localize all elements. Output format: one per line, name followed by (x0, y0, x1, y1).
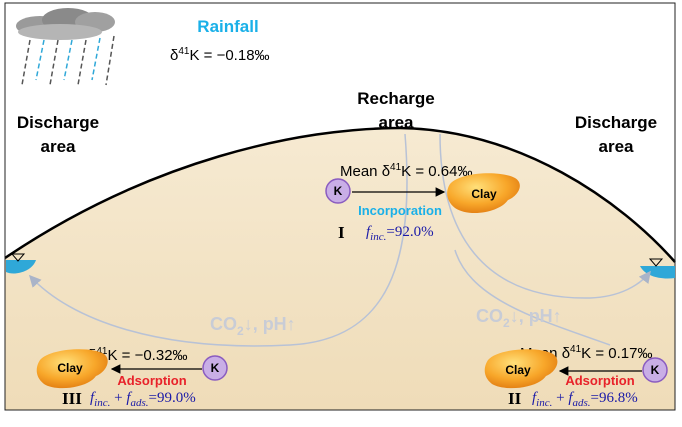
text: 2 (237, 324, 244, 338)
ion-label: K (651, 363, 660, 377)
clay-label: Clay (57, 361, 83, 375)
area-label: Recharge (357, 89, 434, 108)
flow-path (454, 249, 611, 346)
water-level-left (10, 253, 26, 262)
process-label: CO2↓, pH↑ (210, 314, 296, 338)
text: ads. (573, 397, 591, 409)
process: Adsorption (565, 373, 634, 388)
clay-label: Clay (505, 363, 531, 377)
clay (484, 349, 558, 389)
clay (36, 349, 108, 389)
text: CO (476, 306, 503, 326)
process: Adsorption (117, 373, 186, 388)
text: Mean δ (340, 163, 390, 180)
flow-path (439, 133, 651, 299)
area-label: area (599, 137, 635, 156)
text: =99.0% (149, 390, 196, 406)
text: CO (210, 314, 237, 334)
water-right (640, 266, 675, 279)
text: K = 0.64‰ (401, 163, 472, 180)
text: f (568, 390, 574, 406)
flow-paths (28, 133, 651, 347)
rain (21, 35, 115, 86)
text: δ (170, 47, 178, 64)
k-ion (202, 355, 228, 381)
text: ads. (131, 397, 149, 409)
k-ion (642, 357, 668, 383)
clay-label: Clay (471, 187, 497, 201)
text: + (552, 390, 568, 406)
text: ↓, pH↑ (244, 314, 296, 334)
text: f (90, 390, 96, 406)
ion-label: K (211, 361, 220, 375)
area-label: Discharge (17, 113, 99, 132)
text: 41 (96, 346, 108, 357)
area-label: Discharge (575, 113, 657, 132)
text: K = 0.17‰ (581, 345, 652, 362)
k-ion (325, 178, 351, 204)
water-level-right (648, 258, 664, 267)
text: f (366, 224, 372, 240)
fraction: finc.=92.0% (366, 224, 434, 243)
isotope: Mean δ41K = 0.64‰ (340, 162, 472, 180)
text: ↓, pH↑ (510, 306, 562, 326)
text: 2 (503, 316, 510, 330)
area-label: area (379, 113, 415, 132)
area-label: area (41, 137, 77, 156)
zone-numeral: II (508, 389, 522, 408)
text: 41 (178, 46, 190, 57)
text: 41 (390, 162, 402, 173)
cloud (16, 8, 115, 40)
flow-path (28, 133, 408, 347)
fraction: finc. + fads.=99.0% (90, 390, 196, 409)
text: K = −0.32‰ (107, 347, 187, 364)
zone-numeral: I (338, 223, 345, 242)
text: + (110, 390, 126, 406)
land-surface (4, 126, 676, 263)
process-label: CO2↓, pH↑ (476, 306, 562, 330)
text: inc. (370, 231, 386, 243)
text: 41 (570, 344, 582, 355)
text: f (126, 390, 132, 406)
text: =96.8% (591, 390, 638, 406)
frame (4, 2, 676, 411)
fraction: finc. + fads.=96.8% (532, 390, 638, 409)
rainfall-isotope: δ41K = −0.18‰ (170, 46, 270, 64)
text: inc. (94, 397, 110, 409)
text: inc. (536, 397, 552, 409)
text: K = −0.18‰ (189, 47, 269, 64)
process: Incorporation (358, 203, 442, 218)
water-left (6, 260, 36, 274)
ion-label: K (334, 184, 343, 198)
rainfall-label: Rainfall (197, 17, 258, 36)
text: =92.0% (386, 224, 433, 240)
clay (447, 173, 520, 214)
text: f (532, 390, 538, 406)
zone-numeral: III (62, 389, 82, 408)
